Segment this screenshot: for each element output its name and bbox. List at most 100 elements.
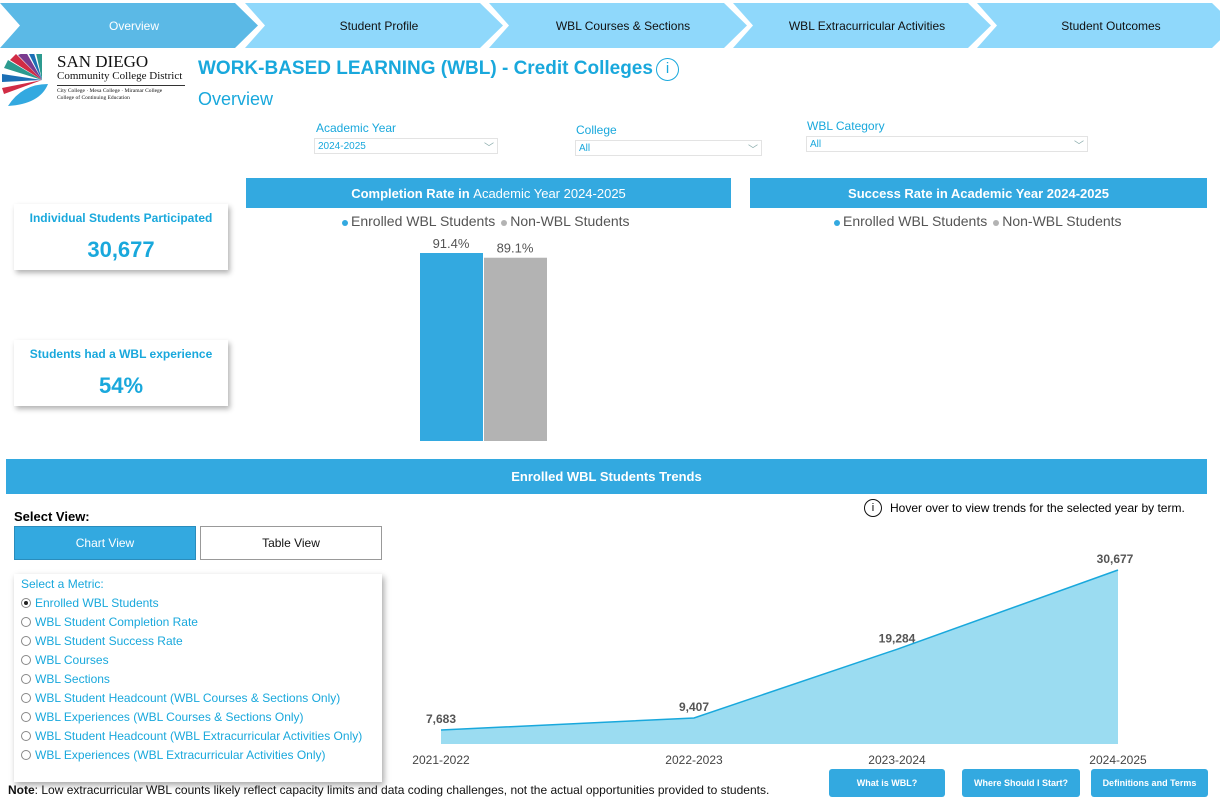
bar-data-label: 89.1% (497, 241, 534, 256)
nav-tab-wbl-extracurricular[interactable]: WBL Extracurricular Activities (733, 3, 991, 48)
definitions-and-terms-button[interactable]: Definitions and Terms (1091, 769, 1208, 797)
kpi-label: Students had a WBL experience (29, 347, 213, 361)
table-view-button[interactable]: Table View (200, 526, 382, 560)
metric-label: Enrolled WBL Students (35, 595, 159, 610)
nav-tab-overview[interactable]: Overview (0, 3, 258, 48)
dropdown-value: All (810, 138, 822, 150)
metric-option[interactable]: Enrolled WBL Students (21, 593, 375, 612)
nav-tab-wbl-courses[interactable]: WBL Courses & Sections (489, 3, 747, 48)
dropdown-value: All (579, 142, 591, 154)
legend-item: Enrolled WBL Students (342, 213, 495, 229)
nav-tab-student-outcomes[interactable]: Student Outcomes (977, 3, 1220, 48)
nav-label: Overview (108, 18, 159, 33)
radio-button[interactable] (21, 635, 31, 646)
trends-area-chart: 7,683 2021-2022 9,407 2022-2023 19,284 2023-2… (412, 552, 1147, 767)
sdccd-logo: SAN DIEGO Community College District Cit… (2, 52, 192, 112)
metric-option[interactable]: WBL Sections (21, 669, 375, 688)
where-should-i-start-button[interactable]: Where Should I Start? (962, 769, 1080, 797)
radio-button[interactable] (21, 730, 31, 741)
info-icon: i (864, 499, 882, 517)
x-tick-label: 2024-2025 (1089, 753, 1147, 767)
academic-year-dropdown[interactable]: 2024-2025 ﹀ (314, 138, 498, 154)
trends-title: Enrolled WBL Students Trends (6, 459, 1207, 494)
radio-button[interactable] (21, 749, 31, 760)
metric-option[interactable]: WBL Student Success Rate (21, 631, 375, 650)
hover-hint: i Hover over to view trends for the selec… (864, 499, 1185, 517)
area-data-label: 30,677 (1097, 552, 1134, 566)
chevron-down-icon: ﹀ (1074, 140, 1084, 152)
legend-item: Non-WBL Students (993, 213, 1122, 229)
kpi-value: 30,677 (87, 237, 155, 262)
page-title: WORK-BASED LEARNING (WBL) - Credit Colle… (198, 58, 653, 79)
radio-button[interactable] (21, 654, 31, 665)
logo-text: City College · Mesa College · Miramar Co… (57, 88, 163, 94)
area-fill (441, 570, 1118, 744)
success-bar-chart: 78.8%74.9% (750, 230, 1207, 445)
dropdown-value: 2024-2025 (318, 140, 366, 152)
academic-year-label: Academic Year (316, 121, 397, 135)
radio-button[interactable] (21, 692, 31, 703)
nav-tab-student-profile[interactable]: Student Profile (245, 3, 503, 48)
kpi-value: 54% (98, 373, 144, 398)
x-tick-label: 2021-2022 (412, 753, 470, 767)
metric-option[interactable]: WBL Courses (21, 650, 375, 669)
metric-option[interactable]: WBL Student Completion Rate (21, 612, 375, 631)
logo-fan-icon (2, 54, 48, 106)
radio-button[interactable] (21, 673, 31, 684)
title-part: Academic Year 2024-2025 (473, 185, 626, 201)
completion-legend: Enrolled WBL Students Non-WBL Students (342, 213, 630, 229)
metric-label: WBL Student Headcount (WBL Courses & Sec… (35, 690, 341, 705)
metric-option[interactable]: WBL Student Headcount (WBL Extracurricul… (21, 726, 375, 745)
radio-button[interactable] (21, 597, 31, 608)
metric-label: WBL Sections (35, 671, 110, 686)
title-part: Completion Rate in (351, 185, 470, 201)
kpi-card-students-participated: Individual Students Participated 30,677 (14, 204, 228, 270)
completion-bar-chart: 91.4% 89.1% (420, 236, 547, 441)
logo-text: Community College District (57, 70, 183, 82)
success-chart-title: Success Rate in Academic Year 2024-2025 (750, 178, 1207, 208)
radio-button[interactable] (21, 711, 31, 722)
metric-header: Select a Metric: (21, 577, 104, 591)
nav-label: Student Profile (339, 18, 419, 33)
x-tick-label: 2022-2023 (665, 753, 723, 767)
area-line (440, 569, 1119, 731)
chevron-down-icon: ﹀ (484, 142, 494, 154)
area-data-label: 7,683 (426, 712, 456, 726)
info-icon[interactable]: i (656, 58, 679, 81)
area-data-label: 19,284 (879, 631, 916, 645)
chart-view-button[interactable]: Chart View (14, 526, 196, 560)
metric-label: WBL Student Completion Rate (35, 614, 198, 629)
wbl-category-dropdown[interactable]: All ﹀ (806, 136, 1088, 152)
metric-label: WBL Student Headcount (WBL Extracurricul… (35, 728, 363, 743)
college-dropdown[interactable]: All ﹀ (575, 140, 762, 156)
bar (484, 257, 547, 441)
what-is-wbl-button[interactable]: What is WBL? (829, 769, 945, 797)
completion-chart-title: Completion Rate in Academic Year 2024-20… (246, 178, 731, 208)
kpi-label: Individual Students Participated (29, 211, 213, 225)
bar-data-label: 91.4% (433, 236, 470, 251)
footnote: Note: Low extracurricular WBL counts lik… (8, 783, 770, 797)
chevron-down-icon: ﹀ (748, 144, 758, 156)
logo-text: SAN DIEGO (57, 52, 149, 71)
logo-text: College of Continuing Education (57, 95, 130, 101)
wbl-category-label: WBL Category (807, 119, 885, 133)
bar (420, 253, 483, 441)
metric-option[interactable]: WBL Experiences (WBL Courses & Sections … (21, 707, 375, 726)
metric-label: WBL Experiences (WBL Extracurricular Act… (35, 747, 326, 762)
metric-option[interactable]: WBL Student Headcount (WBL Courses & Sec… (21, 688, 375, 707)
metric-selector: Select a Metric: Enrolled WBL Students WB… (14, 574, 382, 782)
nav-label: Student Outcomes (1061, 18, 1161, 33)
x-tick-label: 2023-2024 (868, 753, 926, 767)
metric-label: WBL Courses (35, 652, 109, 667)
metric-label: WBL Experiences (WBL Courses & Sections … (35, 709, 304, 724)
metric-option[interactable]: WBL Experiences (WBL Extracurricular Act… (21, 745, 375, 764)
radio-button[interactable] (21, 616, 31, 627)
page-subtitle: Overview (198, 89, 274, 109)
select-view-label: Select View: (14, 509, 90, 524)
success-legend: Enrolled WBL Students Non-WBL Students (834, 213, 1122, 229)
college-label: College (576, 123, 617, 137)
metric-label: WBL Student Success Rate (35, 633, 183, 648)
hint-text: Hover over to view trends for the select… (890, 501, 1185, 515)
nav-label: WBL Extracurricular Activities (788, 18, 946, 33)
kpi-card-wbl-experience: Students had a WBL experience 54% (14, 340, 228, 406)
